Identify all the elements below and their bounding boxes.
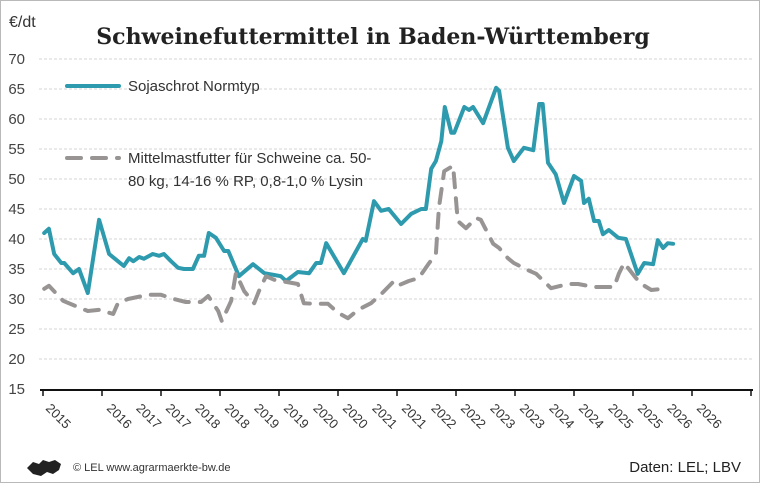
legend-label-feed-line1: Mittelmastfutter für Schweine ca. 50- [128, 150, 371, 167]
x-tick-label: 2024 [576, 401, 607, 432]
y-tick-label: 35 [8, 261, 25, 278]
y-tick-label: 50 [8, 171, 25, 188]
x-tick-label: 2019 [281, 401, 312, 432]
y-tick-label: 60 [8, 111, 25, 128]
x-tick-label: 2020 [340, 401, 371, 432]
x-tick-label: 2016 [104, 401, 135, 432]
x-tick-label: 2018 [222, 401, 253, 432]
x-tick-label: 2024 [546, 401, 577, 432]
y-tick-label: 20 [8, 351, 25, 368]
series-line-soy [42, 85, 676, 295]
y-tick-label: 25 [8, 321, 25, 338]
source-text: Daten: LEL; LBV [629, 459, 741, 476]
credit-text[interactable]: © LEL www.agrarmaerkte-bw.de [73, 462, 231, 474]
y-tick-label: 70 [8, 51, 25, 68]
x-tick-label: 2017 [163, 401, 194, 432]
x-tick-label: 2023 [487, 401, 518, 432]
x-tick-label: 2020 [310, 401, 341, 432]
x-tick-label: 2015 [43, 401, 74, 432]
legend-label-soy: Sojaschrot Normtyp [128, 78, 260, 95]
x-tick-label: 2018 [192, 401, 223, 432]
x-tick-label: 2017 [133, 401, 164, 432]
x-tick-label: 2021 [399, 401, 430, 432]
x-tick-label: 2023 [517, 401, 548, 432]
chart-title: Schweinefuttermittel in Baden-Württember… [96, 24, 649, 50]
y-tick-label: 55 [8, 141, 25, 158]
y-tick-label: 40 [8, 231, 25, 248]
legend-label-feed-line2: 80 kg, 14-16 % RP, 0,8-1,0 % Lysin [128, 173, 363, 190]
y-tick-label: 45 [8, 201, 25, 218]
x-tick-label: 2025 [635, 401, 666, 432]
x-tick-label: 2022 [428, 401, 459, 432]
x-tick-label: 2026 [664, 401, 695, 432]
legend: Sojaschrot Normtyp Mittelmastfutter für … [65, 78, 371, 190]
x-tick-label: 2019 [251, 401, 282, 432]
x-tick-label: 2026 [694, 401, 725, 432]
y-tick-label: 65 [8, 81, 25, 98]
y-tick-label: 30 [8, 291, 25, 308]
lion-logo-icon [27, 460, 61, 476]
logo [27, 460, 61, 476]
x-tick-label: 2022 [458, 401, 489, 432]
x-tick-label: 2021 [369, 401, 400, 432]
x-tick-label: 2025 [605, 401, 636, 432]
y-axis-unit: €/dt [9, 14, 36, 31]
y-tick-label: 15 [8, 381, 25, 398]
